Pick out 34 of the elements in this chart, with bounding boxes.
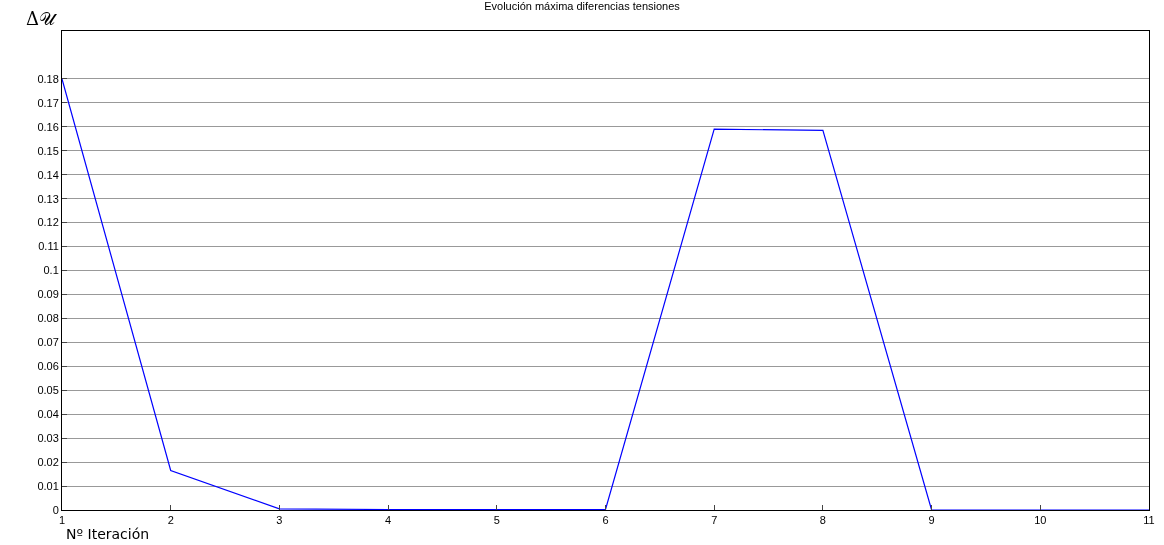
y-tick-label: 0.02 bbox=[37, 455, 59, 468]
x-tick-label: 10 bbox=[1034, 514, 1047, 527]
x-tick-label: 3 bbox=[276, 514, 283, 527]
y-tick-label: 0.03 bbox=[37, 432, 59, 444]
y-tick-label: 0.01 bbox=[37, 479, 59, 492]
y-tick-label: 0.04 bbox=[37, 408, 59, 421]
y-tick-label: 0.05 bbox=[37, 384, 59, 397]
x-tick-label: 11 bbox=[1143, 514, 1155, 527]
y-tick-label: 0.14 bbox=[37, 168, 59, 181]
y-tick-label: 0.06 bbox=[37, 360, 59, 373]
y-tick-label: 0.07 bbox=[37, 336, 59, 349]
x-tick-label: 8 bbox=[819, 514, 826, 527]
y-tick-label: 0.1 bbox=[43, 264, 59, 277]
x-tick-label: 6 bbox=[602, 514, 609, 527]
y-tick-label: 0.15 bbox=[37, 144, 59, 157]
x-axis-title: Nº Iteración bbox=[66, 526, 150, 542]
y-tick-label: 0.18 bbox=[37, 72, 59, 85]
y-tick-label: 0.09 bbox=[37, 288, 59, 301]
y-tick-label: 0.13 bbox=[37, 192, 59, 205]
y-tick-label: 0.08 bbox=[37, 312, 59, 325]
y-tick-label: 0.11 bbox=[38, 240, 59, 253]
y-tick-label: 0.17 bbox=[37, 96, 59, 109]
y-tick-label: 0 bbox=[52, 503, 59, 516]
x-tick-label: 2 bbox=[167, 514, 174, 527]
line-series bbox=[62, 78, 1149, 510]
x-tick-label: 5 bbox=[493, 514, 500, 527]
y-axis-title: Δ𝒰 bbox=[26, 8, 58, 29]
y-tick-label: 0.16 bbox=[37, 120, 59, 133]
x-tick-label: 4 bbox=[385, 514, 392, 527]
y-tick-label: 0.12 bbox=[37, 216, 59, 229]
x-tick-label: 7 bbox=[711, 514, 718, 527]
chart-title: Evolución máxima diferencias tensiones bbox=[484, 0, 681, 12]
x-tick-label: 1 bbox=[58, 514, 66, 527]
x-tick-label: 9 bbox=[928, 514, 935, 527]
